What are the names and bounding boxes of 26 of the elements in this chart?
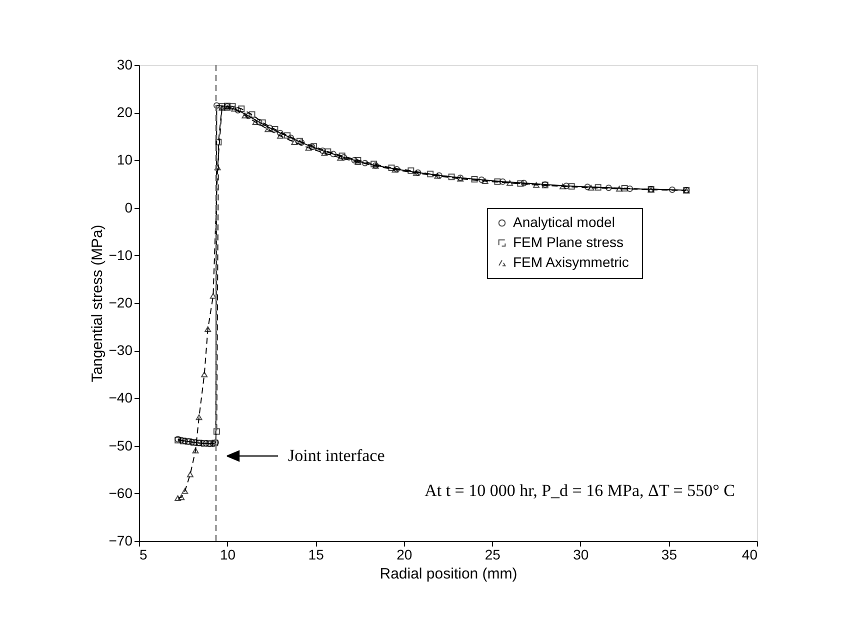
y-tick-label: −40 [108,390,133,406]
legend-label: FEM Plane stress [513,234,624,250]
x-tick-label: 35 [661,546,678,562]
y-tick-label: 20 [116,104,133,120]
y-tick-label: −60 [108,484,133,501]
legend-label: FEM Axisymmetric [513,254,629,270]
y-tick-label: −10 [108,246,133,263]
y-tick-label: 0 [124,199,133,216]
y-tick-label: −30 [108,342,133,358]
x-tick-label: 40 [742,546,758,562]
annotation: Joint interface [288,446,385,465]
y-tick-label: 30 [116,56,133,72]
x-tick-label: 10 [220,546,236,562]
y-axis-title: Tangential stress (MPa) [88,224,106,382]
x-tick-label: 5 [140,546,148,562]
y-tick-label: 10 [116,152,133,168]
annotation: At t = 10 000 hr, P_d = 16 MPa, ΔT = 550° C [424,481,735,500]
x-tick-label: 25 [484,546,501,562]
x-tick-label: 15 [308,546,324,562]
x-tick-label: 20 [396,546,412,562]
y-tick-label: −50 [108,437,133,454]
x-tick-label: 30 [573,546,589,562]
y-tick-label: −20 [108,294,133,310]
y-tick-label: −70 [108,532,133,548]
legend-label: Analytical model [513,214,615,230]
x-axis-title: Radial position (mm) [380,566,518,582]
